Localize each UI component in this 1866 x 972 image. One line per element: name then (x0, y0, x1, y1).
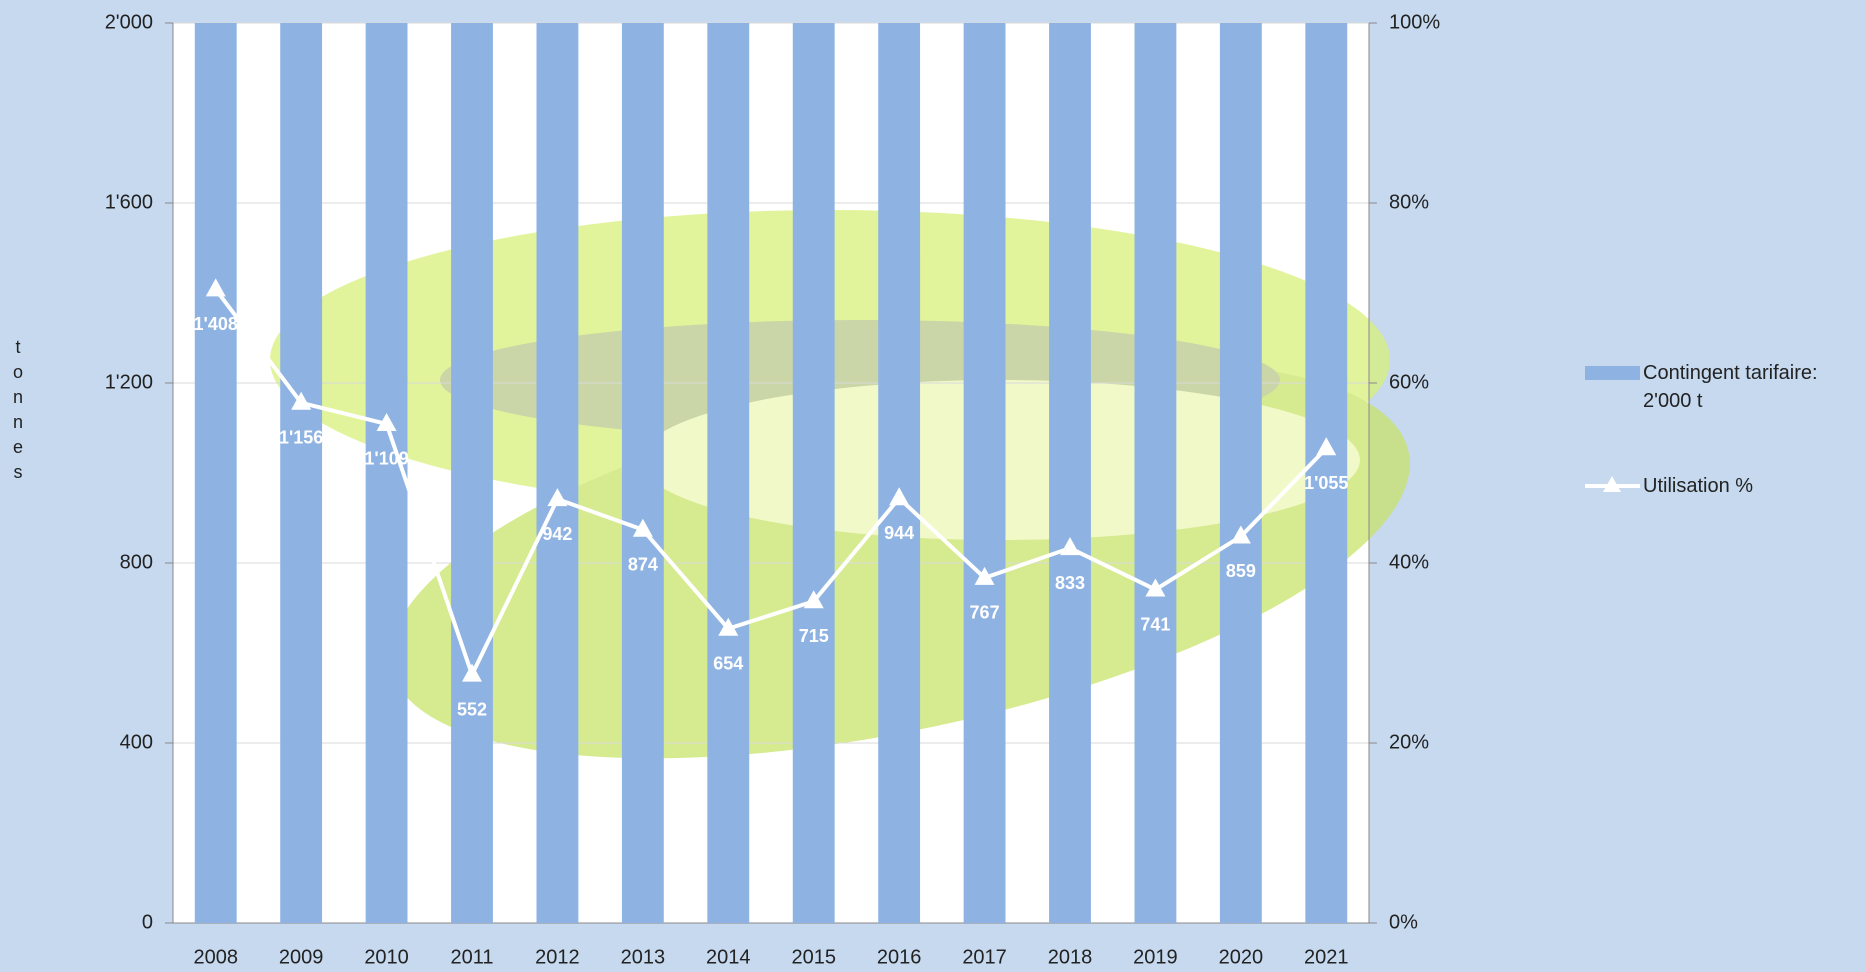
bar (1134, 23, 1176, 923)
bar (878, 23, 920, 923)
y2-tick-label: 60% (1389, 371, 1429, 393)
x-tick-label: 2014 (706, 946, 751, 968)
data-label: 1'109 (364, 449, 408, 469)
data-label: 1'156 (279, 428, 323, 448)
data-label: 552 (457, 699, 487, 719)
x-tick-label: 2015 (791, 946, 836, 968)
y-tick-label: 1'600 (105, 191, 153, 213)
y-tick-label: 0 (142, 911, 153, 933)
legend-label: Utilisation % (1643, 472, 1858, 500)
page: 0 400 800 1'200 1'600 2'000 0% 20% 40% 60% 80% 100%… (0, 0, 1866, 972)
x-tick-label: 2013 (621, 946, 666, 968)
bar (1049, 23, 1091, 923)
x-tick-label: 2016 (877, 946, 922, 968)
legend-label: Contingent tarifaire: 2'000 t (1643, 359, 1858, 415)
bar (1220, 23, 1262, 923)
data-label: 874 (628, 554, 658, 574)
legend-swatch (1585, 366, 1640, 380)
y2-tick-label: 80% (1389, 191, 1429, 213)
bar (964, 23, 1006, 923)
chart: 0 400 800 1'200 1'600 2'000 0% 20% 40% 60% 80% 100%… (0, 0, 1866, 972)
bar (195, 23, 237, 923)
data-label: 715 (799, 626, 829, 646)
x-tick-label: 2018 (1048, 946, 1093, 968)
x-tick-label: 2010 (364, 946, 409, 968)
data-label: 1'055 (1304, 473, 1348, 493)
y2-tick-label: 0% (1389, 911, 1418, 933)
x-tick-label: 2021 (1304, 946, 1349, 968)
x-tick-label: 2012 (535, 946, 580, 968)
data-label: 944 (884, 523, 914, 543)
data-label: 833 (1055, 573, 1085, 593)
x-tick-label: 2011 (450, 946, 493, 968)
data-label: 741 (1140, 614, 1170, 634)
x-tick-label: 2008 (193, 946, 238, 968)
x-tick-label: 2017 (962, 946, 1007, 968)
x-tick-label: 2009 (279, 946, 324, 968)
data-label: 942 (542, 524, 572, 544)
y-tick-label: 800 (120, 551, 153, 573)
bar (280, 23, 322, 923)
y2-tick-label: 100% (1389, 11, 1440, 33)
data-label: 767 (970, 603, 1000, 623)
data-label: 654 (713, 653, 743, 673)
y-axis-label: tonnes (12, 335, 24, 485)
y-tick-label: 400 (120, 731, 153, 753)
x-tick-label: 2020 (1219, 946, 1264, 968)
data-label: 859 (1226, 561, 1256, 581)
bar (793, 23, 835, 923)
y-tick-label: 1'200 (105, 371, 153, 393)
data-label: 1'408 (194, 314, 238, 334)
bar (622, 23, 664, 923)
x-tick-label: 2019 (1133, 946, 1178, 968)
bar (536, 23, 578, 923)
bar (451, 23, 493, 923)
y2-tick-label: 20% (1389, 731, 1429, 753)
y2-tick-label: 40% (1389, 551, 1429, 573)
y-tick-label: 2'000 (105, 11, 153, 33)
bar (707, 23, 749, 923)
